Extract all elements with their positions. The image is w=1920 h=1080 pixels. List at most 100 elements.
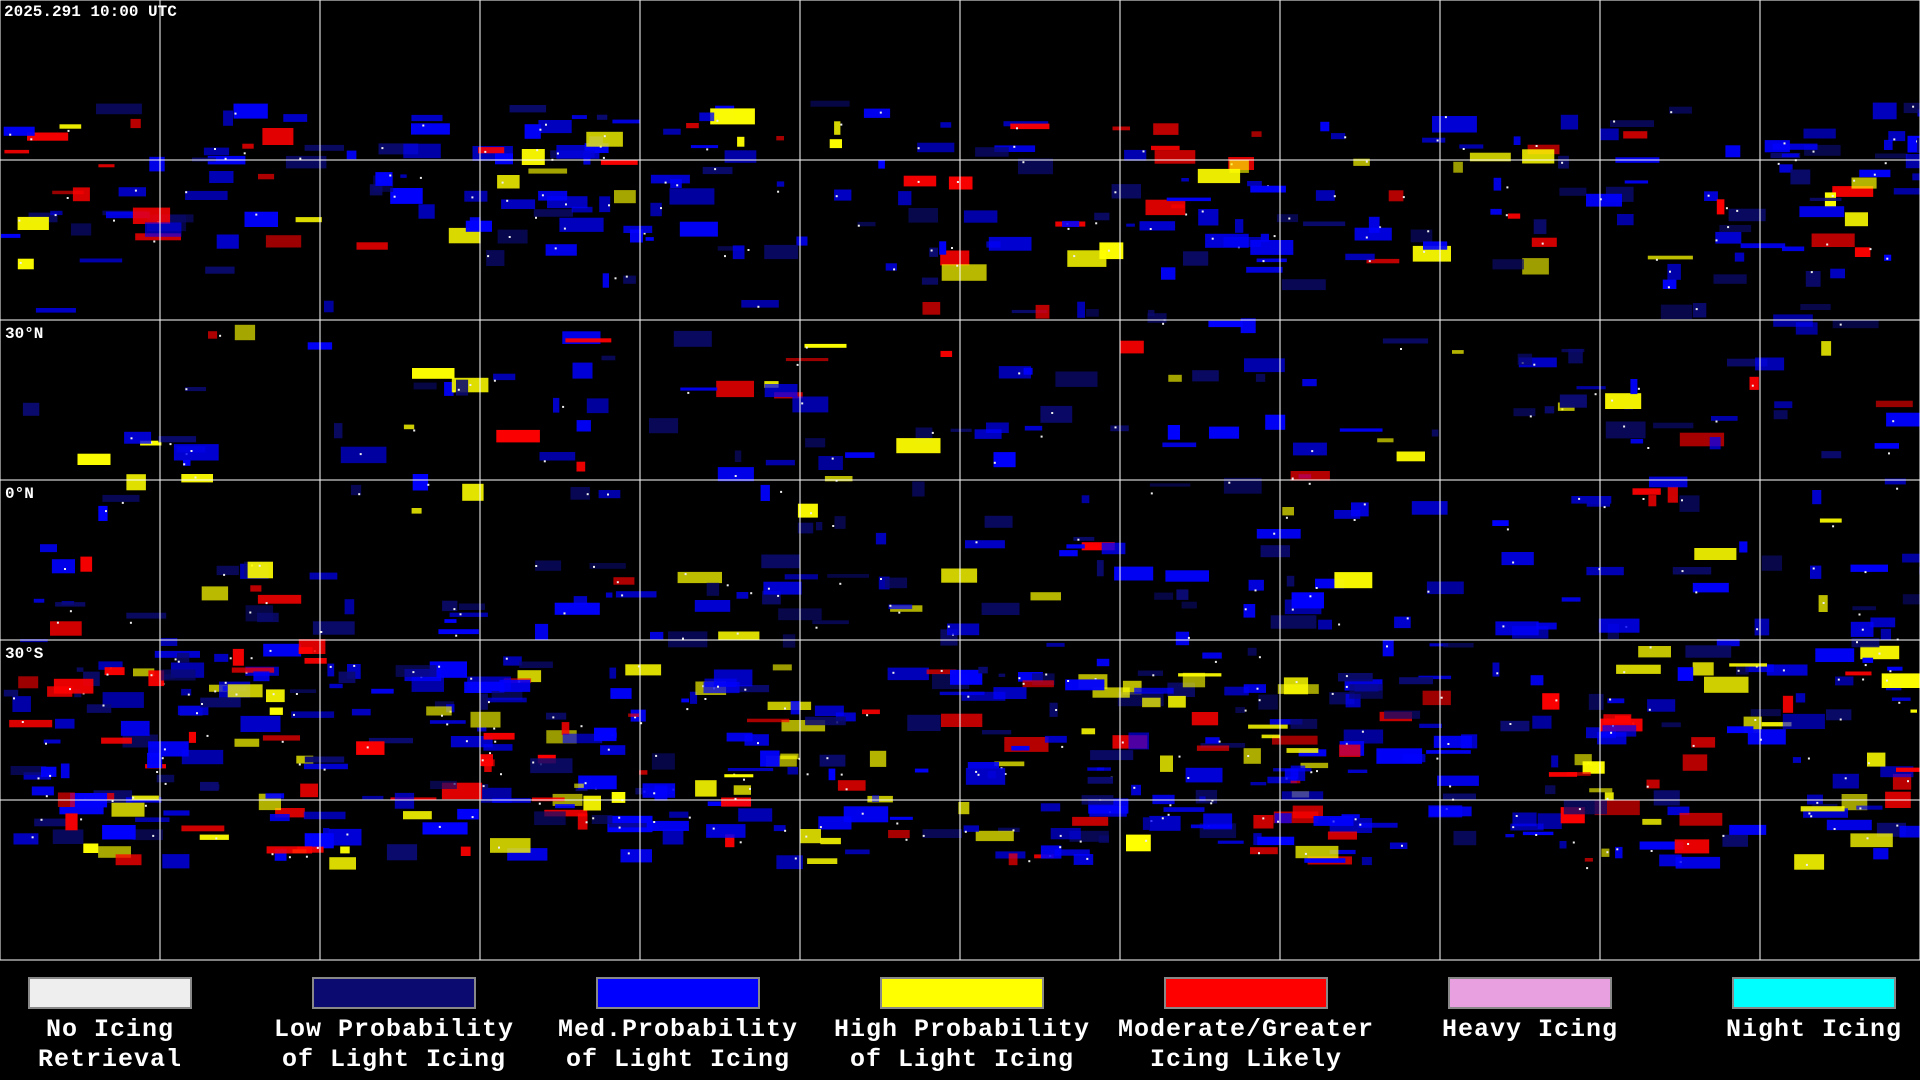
no-icing-speck	[1839, 718, 1842, 721]
icing-patch	[368, 737, 413, 744]
icing-patch	[1533, 219, 1547, 235]
no-icing-speck	[1816, 801, 1819, 804]
icing-patch	[702, 166, 733, 175]
icing-patch	[1086, 309, 1099, 317]
icing-patch	[1081, 728, 1096, 735]
no-icing-speck	[288, 856, 291, 859]
icing-patch	[613, 577, 635, 585]
legend-label: Heavy Icing	[1442, 1015, 1618, 1044]
no-icing-speck	[1462, 148, 1465, 150]
no-icing-speck	[757, 305, 760, 308]
icing-patch	[576, 420, 591, 432]
icing-patch	[1803, 808, 1848, 818]
icing-patch	[994, 145, 1036, 152]
icing-patch	[690, 145, 719, 149]
no-icing-speck	[993, 461, 996, 464]
no-icing-speck	[796, 363, 799, 366]
icing-patch	[1672, 567, 1712, 575]
icing-patch	[1142, 817, 1150, 830]
icing-patch	[941, 568, 978, 583]
no-icing-speck	[1650, 850, 1653, 852]
icing-patch	[763, 581, 802, 595]
no-icing-speck	[1695, 591, 1698, 594]
icing-patch	[1804, 144, 1841, 156]
icing-patch	[1492, 520, 1509, 526]
no-icing-speck	[1353, 519, 1356, 521]
no-icing-speck	[1295, 681, 1298, 684]
no-icing-speck	[1715, 420, 1718, 423]
no-icing-speck	[1077, 538, 1080, 541]
no-icing-speck	[554, 247, 557, 250]
no-icing-speck	[967, 695, 970, 698]
icing-patch	[378, 143, 419, 155]
no-icing-speck	[1616, 848, 1619, 851]
icing-patch	[1282, 507, 1294, 516]
icing-patch	[642, 783, 676, 798]
icing-patch	[907, 714, 941, 731]
icing-patch	[245, 605, 274, 622]
icing-patch	[1384, 710, 1421, 719]
icing-patch	[681, 698, 689, 703]
icing-patch	[1343, 729, 1384, 744]
no-icing-speck	[493, 379, 496, 382]
icing-patch	[486, 697, 527, 703]
icing-patch	[163, 810, 190, 816]
no-icing-speck	[1067, 680, 1070, 682]
icing-patch	[1667, 263, 1681, 280]
icing-patch	[263, 643, 302, 657]
icing-patch	[521, 149, 545, 165]
icing-patch	[896, 438, 941, 454]
icing-patch	[1145, 199, 1186, 216]
icing-patch	[816, 522, 823, 531]
icing-patch	[1713, 274, 1747, 284]
icing-patch	[1568, 348, 1583, 364]
icing-patch	[888, 830, 910, 839]
no-icing-speck	[1896, 487, 1899, 490]
no-icing-speck	[111, 800, 114, 802]
icing-patch	[725, 834, 735, 848]
icing-patch	[1256, 529, 1301, 539]
icing-patch	[1905, 154, 1920, 169]
no-icing-speck	[618, 826, 621, 829]
no-icing-speck	[643, 232, 646, 235]
no-icing-speck	[826, 757, 829, 760]
icing-patch	[403, 811, 432, 820]
icing-patch	[1856, 805, 1883, 810]
no-icing-speck	[896, 822, 899, 825]
no-icing-speck	[487, 255, 490, 258]
icing-patch	[922, 829, 962, 838]
icing-patch	[986, 422, 1009, 433]
no-icing-speck	[536, 149, 539, 152]
icing-patch	[965, 767, 1006, 785]
icing-patch	[104, 667, 125, 676]
icing-patch	[599, 196, 611, 213]
icing-patch	[1736, 666, 1749, 675]
icing-patch	[351, 484, 362, 496]
no-icing-speck	[1359, 823, 1362, 826]
icing-patch	[1729, 663, 1767, 667]
no-icing-speck	[1406, 617, 1409, 620]
no-icing-speck	[563, 612, 566, 615]
icing-patch	[884, 577, 908, 589]
icing-patch	[940, 350, 953, 357]
no-icing-speck	[185, 191, 188, 194]
icing-patch	[1536, 622, 1557, 630]
icing-patch	[118, 187, 146, 197]
icing-patch	[1761, 555, 1782, 571]
no-icing-speck	[1869, 248, 1872, 251]
no-icing-speck	[1859, 807, 1862, 810]
no-icing-speck	[258, 564, 261, 567]
icing-patch	[1522, 149, 1555, 164]
icing-patch	[1250, 847, 1278, 855]
icing-patch	[1382, 338, 1429, 344]
no-icing-speck	[1338, 623, 1341, 626]
icing-patch	[577, 813, 588, 830]
icing-patch	[188, 731, 196, 743]
icing-patch	[1513, 408, 1536, 417]
icing-patch	[812, 620, 849, 625]
icing-patch	[1295, 845, 1339, 859]
icing-patch	[479, 754, 493, 766]
no-icing-speck	[1833, 828, 1836, 830]
icing-patch	[1505, 834, 1515, 838]
icing-patch	[1183, 251, 1209, 266]
